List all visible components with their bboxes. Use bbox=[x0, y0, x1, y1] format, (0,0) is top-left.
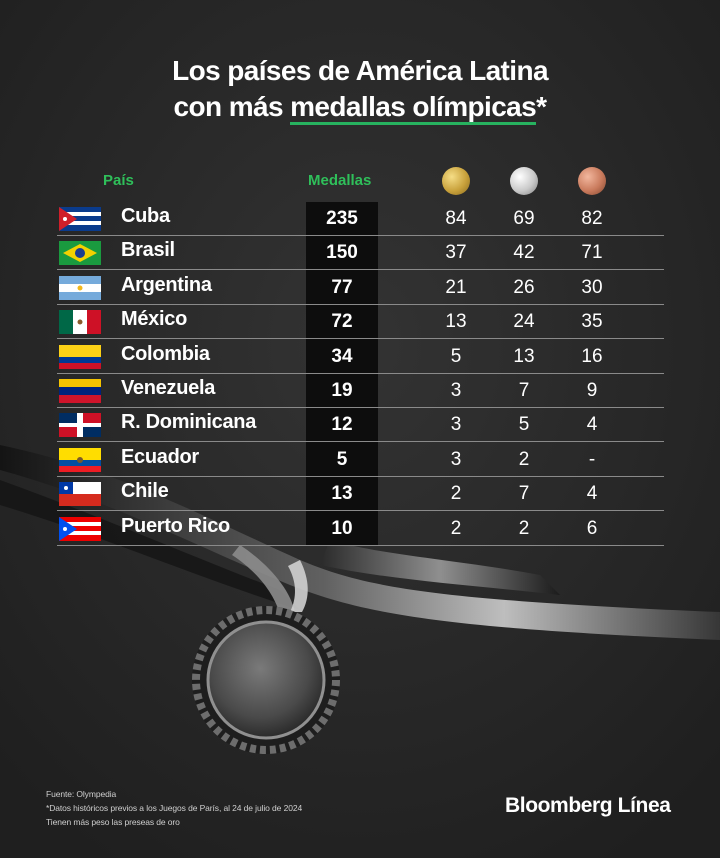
flag-ecuador-icon bbox=[59, 447, 101, 472]
gold-count: 5 bbox=[450, 345, 462, 367]
total-medals: 150 bbox=[326, 242, 358, 264]
silver-count: 42 bbox=[513, 242, 535, 264]
gold-count: 13 bbox=[445, 311, 467, 333]
flag-brasil-icon bbox=[59, 241, 101, 266]
silver-count: 2 bbox=[518, 448, 530, 470]
table-row: R. Dominicana 12 3 5 4 bbox=[57, 407, 664, 443]
gold-count: 21 bbox=[445, 276, 467, 298]
bronze-count: - bbox=[588, 448, 596, 470]
country-header: País bbox=[103, 172, 134, 189]
flag-colombia-icon bbox=[59, 344, 101, 369]
country-name: Ecuador bbox=[121, 445, 199, 468]
bronze-count: 71 bbox=[581, 242, 603, 264]
table-row: Ecuador 5 3 2 - bbox=[57, 442, 664, 477]
total-medals: 19 bbox=[331, 380, 353, 401]
footnote-historical: *Datos históricos previos a los Juegos d… bbox=[46, 803, 303, 813]
table-row: México 72 13 24 35 bbox=[57, 304, 664, 340]
country-name: R. Dominicana bbox=[121, 411, 257, 434]
bronze-count: 9 bbox=[586, 380, 598, 401]
table-row: Venezuela 19 3 7 9 bbox=[57, 373, 664, 408]
silver-count: 24 bbox=[513, 311, 535, 333]
country-name: Colombia bbox=[121, 342, 210, 365]
title-prefix: con más bbox=[173, 91, 291, 122]
flag-venezuela-icon bbox=[59, 379, 101, 403]
country-name: Cuba bbox=[121, 205, 170, 227]
total-medals: 10 bbox=[331, 517, 353, 539]
title-line-2: con más medallas olímpicas* bbox=[0, 90, 720, 125]
total-header: Medallas bbox=[308, 172, 372, 189]
gold-count: 3 bbox=[450, 448, 462, 470]
silver-count: 13 bbox=[513, 345, 535, 367]
silver-count: 7 bbox=[518, 380, 530, 401]
table-row: Cuba 235 84 69 82 bbox=[57, 201, 664, 236]
table-row: Chile 13 2 7 4 bbox=[57, 476, 664, 512]
country-name: México bbox=[121, 308, 188, 331]
total-medals: 12 bbox=[331, 414, 353, 436]
country-name: Venezuela bbox=[121, 377, 216, 399]
table-row: Puerto Rico 10 2 2 6 bbox=[57, 511, 664, 546]
flag-dominicana-icon bbox=[59, 413, 101, 438]
silver-count: 69 bbox=[513, 208, 535, 229]
bronze-count: 30 bbox=[581, 276, 603, 298]
silver-count: 2 bbox=[518, 517, 530, 539]
bronze-count: 16 bbox=[581, 345, 603, 367]
gold-count: 2 bbox=[450, 517, 462, 539]
table-row: Argentina 77 21 26 30 bbox=[57, 270, 664, 305]
gold-count: 84 bbox=[445, 208, 467, 229]
total-medals: 77 bbox=[331, 276, 353, 298]
footnote-gold-weight: Tienen más peso las preseas de oro bbox=[46, 817, 180, 827]
bronze-count: 4 bbox=[586, 414, 598, 436]
flag-chile-icon bbox=[59, 482, 101, 507]
flag-mexico-icon bbox=[59, 310, 101, 335]
total-medals: 5 bbox=[336, 448, 348, 470]
country-name: Puerto Rico bbox=[121, 514, 230, 537]
bronze-medal-icon bbox=[578, 167, 606, 195]
bronze-count: 4 bbox=[586, 483, 598, 505]
flag-argentina-icon bbox=[59, 275, 101, 300]
gold-count: 3 bbox=[450, 380, 462, 401]
title-highlight: medallas olímpicas bbox=[290, 91, 537, 125]
country-name: Chile bbox=[121, 480, 169, 503]
table-row: Brasil 150 37 42 71 bbox=[57, 235, 664, 271]
country-name: Argentina bbox=[121, 273, 212, 296]
total-medals: 72 bbox=[331, 311, 353, 333]
gold-count: 3 bbox=[450, 414, 462, 436]
bronze-count: 35 bbox=[581, 311, 603, 333]
title-line-1: Los países de América Latina bbox=[172, 55, 548, 86]
silver-medal-icon bbox=[510, 167, 538, 195]
table-row: Colombia 34 5 13 16 bbox=[57, 339, 664, 374]
bronze-count: 82 bbox=[581, 208, 603, 229]
total-medals: 13 bbox=[331, 483, 353, 505]
flag-cuba-icon bbox=[59, 207, 101, 231]
country-name: Brasil bbox=[121, 239, 175, 262]
gold-count: 37 bbox=[445, 242, 467, 264]
silver-count: 5 bbox=[518, 414, 530, 436]
total-column-background bbox=[306, 202, 378, 546]
gold-count: 2 bbox=[450, 483, 462, 505]
source-note: Fuente: Olympedia bbox=[46, 789, 117, 799]
silver-count: 7 bbox=[518, 483, 530, 505]
total-medals: 235 bbox=[326, 208, 358, 229]
brand-logo: Bloomberg Línea bbox=[505, 794, 671, 817]
silver-count: 26 bbox=[513, 276, 535, 298]
gold-medal-icon bbox=[442, 167, 470, 195]
bronze-count: 6 bbox=[586, 517, 598, 539]
title-suffix: * bbox=[536, 91, 547, 122]
flag-puerto-rico-icon bbox=[59, 516, 101, 541]
total-medals: 34 bbox=[331, 345, 353, 367]
